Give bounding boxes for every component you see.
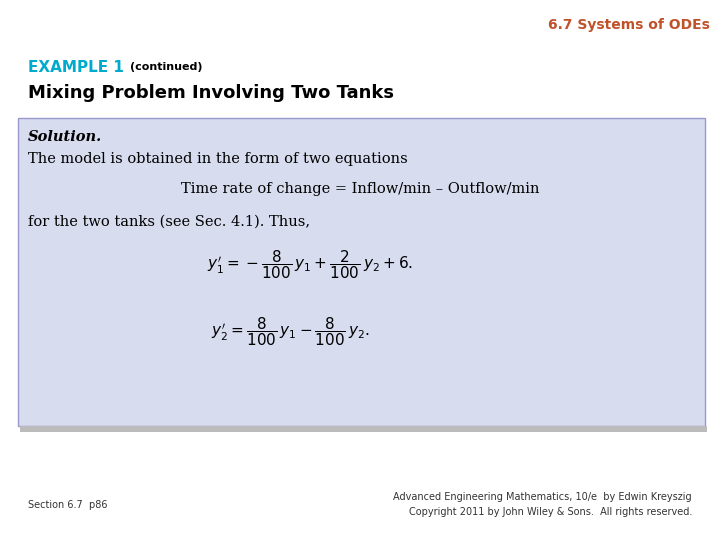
FancyBboxPatch shape bbox=[20, 426, 707, 432]
Text: The model is obtained in the form of two equations: The model is obtained in the form of two… bbox=[28, 152, 408, 166]
Text: Time rate of change = Inflow/min – Outflow/min: Time rate of change = Inflow/min – Outfl… bbox=[181, 182, 539, 196]
Text: $y_1' = -\dfrac{8}{100}\,y_1 + \dfrac{2}{100}\,y_2 + 6.$: $y_1' = -\dfrac{8}{100}\,y_1 + \dfrac{2}… bbox=[207, 248, 413, 281]
Text: 6.7 Systems of ODEs: 6.7 Systems of ODEs bbox=[548, 18, 710, 32]
Text: $y_2' = \dfrac{8}{100}\,y_1 - \dfrac{8}{100}\,y_2.$: $y_2' = \dfrac{8}{100}\,y_1 - \dfrac{8}{… bbox=[210, 315, 369, 348]
FancyBboxPatch shape bbox=[18, 118, 705, 426]
Text: Mixing Problem Involving Two Tanks: Mixing Problem Involving Two Tanks bbox=[28, 84, 394, 102]
Text: (continued): (continued) bbox=[130, 62, 202, 72]
Text: Solution.: Solution. bbox=[28, 130, 102, 144]
Text: Advanced Engineering Mathematics, 10/e  by Edwin Kreyszig
Copyright 2011 by John: Advanced Engineering Mathematics, 10/e b… bbox=[393, 492, 692, 517]
Text: EXAMPLE 1: EXAMPLE 1 bbox=[28, 60, 124, 75]
Text: Section 6.7  p86: Section 6.7 p86 bbox=[28, 500, 107, 510]
Text: for the two tanks (see Sec. 4.1). Thus,: for the two tanks (see Sec. 4.1). Thus, bbox=[28, 215, 310, 229]
